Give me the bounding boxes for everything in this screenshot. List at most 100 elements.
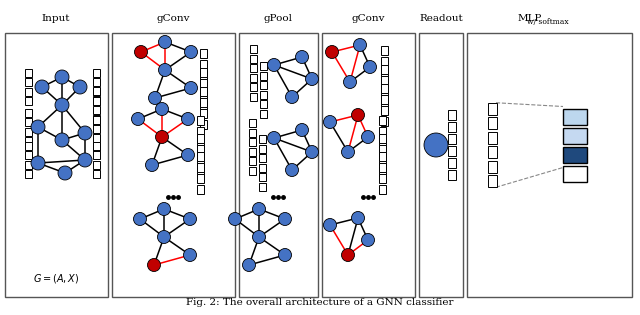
Circle shape [55,98,69,112]
Bar [200,49,207,58]
Bar [448,158,456,168]
Circle shape [353,38,367,51]
Text: gPool: gPool [264,14,292,23]
Bar [200,109,207,118]
Circle shape [78,126,92,140]
Circle shape [278,213,291,226]
Circle shape [134,45,147,59]
Bar [467,33,632,297]
Circle shape [344,76,356,89]
Text: Readout: Readout [419,14,463,23]
Bar [378,167,385,176]
Bar [24,128,31,136]
Circle shape [305,72,319,85]
Text: Fig. 2: The overall architecture of a GNN classifier: Fig. 2: The overall architecture of a GN… [186,298,454,307]
Bar [24,109,31,117]
Bar [563,128,587,144]
Bar [448,146,456,156]
Circle shape [296,123,308,136]
Bar [24,161,31,169]
Bar [200,68,207,77]
Bar [93,124,99,132]
Circle shape [55,133,69,147]
Bar [563,146,587,163]
Bar [24,118,31,126]
Bar [200,101,207,110]
Bar [196,156,204,165]
Bar [196,174,204,183]
Bar [259,164,266,172]
Bar [381,84,387,93]
Bar [378,156,385,165]
Bar [239,33,318,297]
Bar [381,106,387,115]
Bar [93,69,99,77]
Bar [24,142,31,150]
Bar [259,135,266,143]
Circle shape [31,120,45,134]
Bar [259,62,266,70]
Circle shape [157,203,170,215]
Bar [93,116,99,123]
Bar [24,78,31,86]
Bar [381,57,387,66]
Bar [112,33,235,297]
Bar [24,151,31,159]
Bar [488,117,497,129]
Circle shape [278,249,291,261]
Bar [24,69,31,77]
Bar [93,170,99,178]
Bar [200,120,207,129]
Circle shape [184,45,198,59]
Bar [322,33,415,297]
Circle shape [156,130,168,144]
Bar [93,87,99,95]
Bar [250,83,257,91]
Bar [563,165,587,181]
Text: w/ softmax: w/ softmax [527,18,569,26]
Text: gConv: gConv [156,14,189,23]
Circle shape [326,45,339,59]
Bar [196,149,204,158]
Circle shape [228,213,241,226]
Circle shape [159,64,172,77]
Bar [259,91,266,99]
Circle shape [362,233,374,247]
Bar [381,76,387,85]
Bar [93,97,99,105]
Bar [381,65,387,74]
Circle shape [351,211,365,225]
Bar [448,170,456,180]
Bar [93,78,99,86]
Circle shape [182,112,195,125]
Circle shape [73,80,87,94]
Circle shape [362,130,374,144]
Circle shape [55,70,69,84]
Circle shape [323,116,337,129]
Bar [381,87,387,96]
Bar [448,122,456,132]
Circle shape [243,259,255,272]
Bar [200,87,207,96]
Bar [378,116,385,125]
Circle shape [148,91,161,105]
Bar [196,145,204,154]
Bar [378,174,385,183]
Circle shape [253,231,266,243]
Circle shape [285,163,298,176]
Circle shape [184,82,198,94]
Circle shape [156,102,168,116]
Bar [488,161,497,173]
Bar [24,88,31,96]
Bar [378,149,385,158]
Bar [248,138,255,146]
Bar [259,154,266,162]
Bar [381,68,387,77]
Bar [248,129,255,137]
Bar [24,97,31,105]
Bar [196,152,204,161]
Circle shape [78,153,92,167]
Bar [248,119,255,127]
Bar [250,64,257,72]
Bar [488,146,497,158]
